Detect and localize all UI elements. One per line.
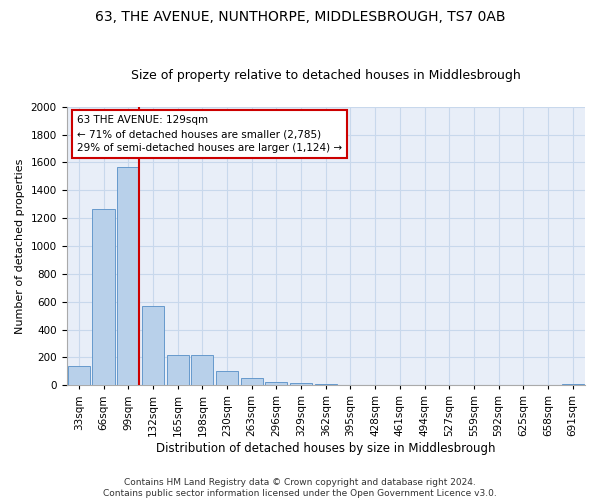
Bar	[142, 306, 164, 386]
Bar	[68, 366, 90, 386]
Bar	[216, 372, 238, 386]
X-axis label: Distribution of detached houses by size in Middlesbrough: Distribution of detached houses by size …	[156, 442, 496, 455]
Bar	[290, 383, 312, 386]
Y-axis label: Number of detached properties: Number of detached properties	[15, 158, 25, 334]
Text: Contains HM Land Registry data © Crown copyright and database right 2024.
Contai: Contains HM Land Registry data © Crown c…	[103, 478, 497, 498]
Bar	[191, 354, 214, 386]
Title: Size of property relative to detached houses in Middlesbrough: Size of property relative to detached ho…	[131, 69, 521, 82]
Bar	[167, 354, 189, 386]
Bar	[314, 384, 337, 386]
Text: 63 THE AVENUE: 129sqm
← 71% of detached houses are smaller (2,785)
29% of semi-d: 63 THE AVENUE: 129sqm ← 71% of detached …	[77, 115, 342, 153]
Bar	[117, 166, 139, 386]
Bar	[241, 378, 263, 386]
Bar	[562, 384, 584, 386]
Bar	[92, 209, 115, 386]
Bar	[265, 382, 287, 386]
Text: 63, THE AVENUE, NUNTHORPE, MIDDLESBROUGH, TS7 0AB: 63, THE AVENUE, NUNTHORPE, MIDDLESBROUGH…	[95, 10, 505, 24]
